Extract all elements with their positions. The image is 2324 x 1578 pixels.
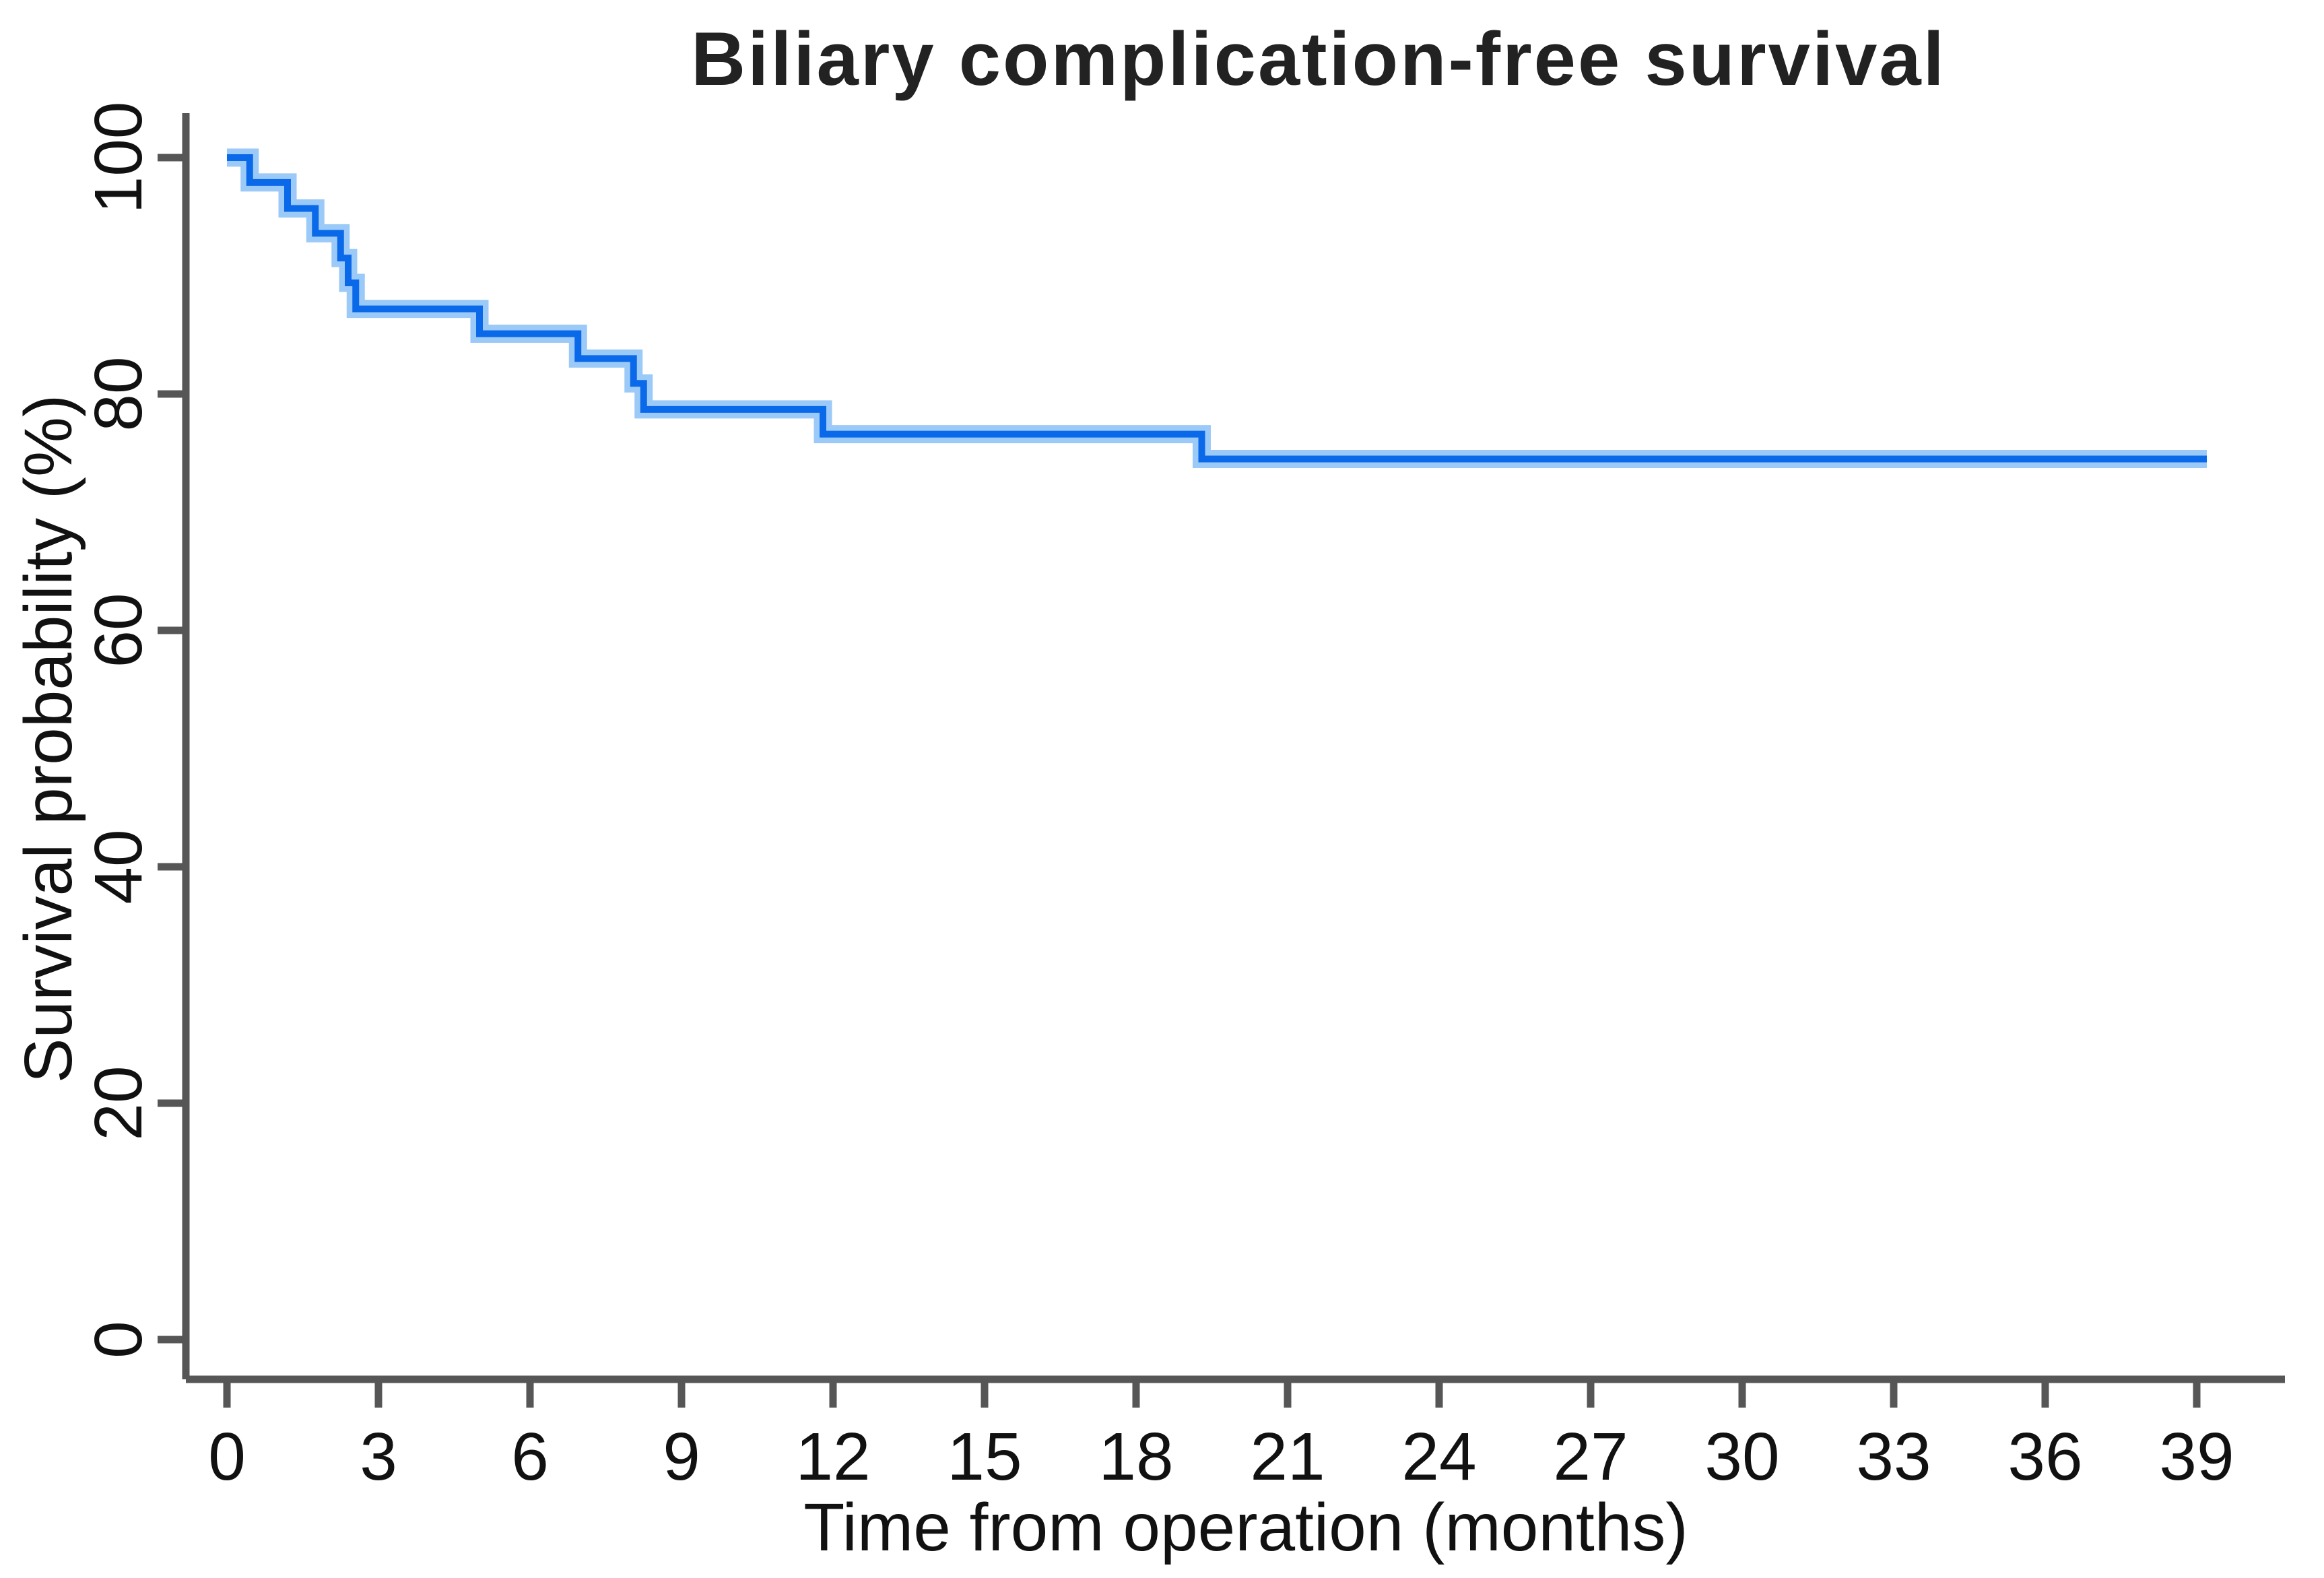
- x-tick-labels: 0 3 6 9 12 15 18 21 24 27 30 33 36 39: [208, 1419, 2234, 1494]
- x-axis-label: Time from operation (months): [803, 1490, 1688, 1565]
- x-tick-label: 30: [1704, 1419, 1779, 1494]
- x-tick-label: 3: [360, 1419, 397, 1494]
- y-tick-label: 80: [81, 356, 156, 431]
- y-tick-label: 100: [81, 102, 156, 214]
- y-tick-labels: 0 20 40 60 80 100: [81, 102, 156, 1358]
- y-tick-label: 0: [81, 1321, 156, 1358]
- x-axis: [186, 1375, 2285, 1408]
- x-tick-label: 18: [1098, 1419, 1173, 1494]
- x-tick-label: 36: [2007, 1419, 2082, 1494]
- km-curve: [227, 148, 2207, 469]
- x-tick-label: 0: [208, 1419, 246, 1494]
- x-tick-label: 12: [795, 1419, 870, 1494]
- x-tick-label: 27: [1553, 1419, 1628, 1494]
- x-tick-label: 9: [663, 1419, 700, 1494]
- y-axis: [158, 113, 190, 1379]
- y-tick-label: 60: [81, 593, 156, 667]
- y-tick-label: 20: [81, 1065, 156, 1140]
- x-tick-label: 21: [1250, 1419, 1325, 1494]
- survival-curve-halo: [227, 148, 2207, 469]
- x-tick-label: 24: [1401, 1419, 1476, 1494]
- x-tick-label: 33: [1856, 1419, 1931, 1494]
- x-tick-label: 15: [947, 1419, 1022, 1494]
- y-axis-label: Survival probability (%): [11, 395, 86, 1084]
- survival-curve: [227, 154, 2207, 463]
- chart-title: Biliary complication-free survival: [691, 17, 1946, 101]
- x-tick-label: 6: [511, 1419, 549, 1494]
- y-tick-label: 40: [81, 829, 156, 904]
- x-tick-label: 39: [2159, 1419, 2234, 1494]
